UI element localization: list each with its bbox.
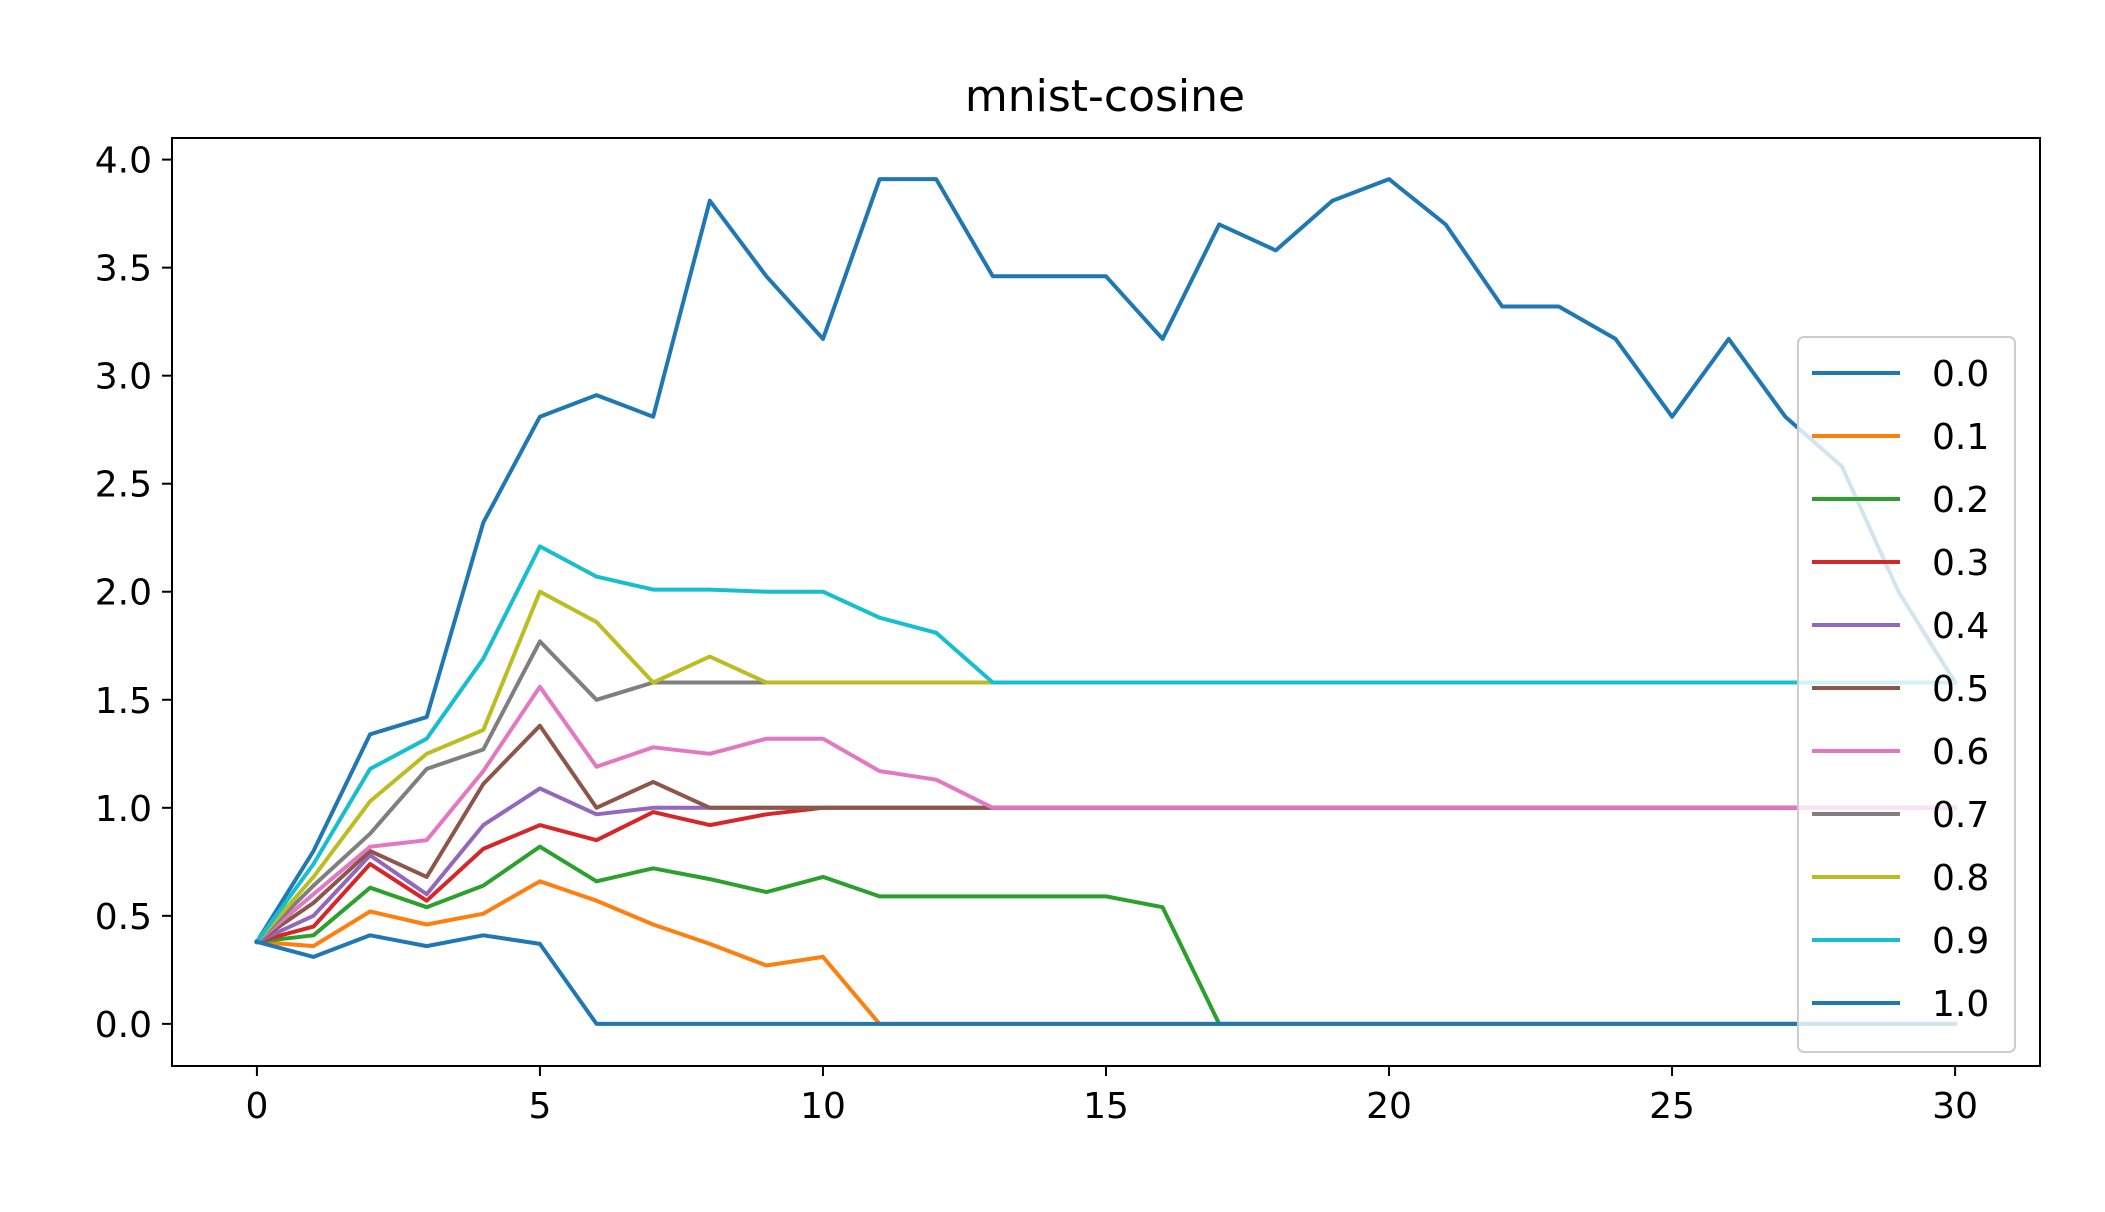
chart-title: mnist-cosine: [965, 71, 1245, 122]
series-line-0-9: [254, 544, 1958, 945]
legend-label: 0.5: [1932, 669, 1989, 710]
legend-label: 1.0: [1932, 984, 1989, 1025]
legend-label: 0.4: [1932, 606, 1989, 647]
legend-label: 0.2: [1932, 480, 1989, 521]
series-line-1-0: [254, 933, 1958, 1026]
y-tick-label: 2.5: [95, 465, 152, 506]
x-tick-label: 25: [1649, 1086, 1695, 1127]
legend-label: 0.9: [1932, 921, 1989, 962]
legend-label: 0.6: [1932, 732, 1989, 773]
x-tick-label: 10: [800, 1086, 846, 1127]
legend-label: 0.7: [1932, 795, 1989, 836]
x-tick-label: 5: [528, 1086, 551, 1127]
x-tick-label: 15: [1083, 1086, 1129, 1127]
series-line-0-1: [254, 879, 1958, 1026]
series-line-0-6: [254, 684, 1958, 945]
x-tick-label: 0: [245, 1086, 268, 1127]
legend-label: 0.1: [1932, 417, 1989, 458]
y-tick-label: 0.0: [95, 1005, 152, 1046]
y-tick-label: 4.0: [95, 141, 152, 182]
series-line-0-2: [254, 844, 1958, 1026]
legend-label: 0.3: [1932, 543, 1989, 584]
series-line-0-5: [254, 723, 1958, 945]
axes-frame: [171, 137, 2041, 1067]
y-tick-label: 2.0: [95, 573, 152, 614]
y-tick-label: 0.5: [95, 897, 152, 938]
legend-label: 0.0: [1932, 354, 1989, 395]
legend-label: 0.8: [1932, 858, 1989, 899]
x-tick-label: 30: [1932, 1086, 1978, 1127]
axes: 0 5 10 15 20 25 30 0.0 0.5 1.0 1.5 2.0 2.5 3.0 3.5 4.0: [95, 141, 1978, 1127]
x-tick-label: 20: [1366, 1086, 1412, 1127]
legend: 0.0 0.1 0.2 0.3 0.4 0.5 0.6 0.7 0.8 0.9 1.0: [1797, 336, 2016, 1053]
series-line-0-0: [254, 177, 1958, 945]
y-tick-label: 1.0: [95, 789, 152, 830]
legend-box: [1797, 336, 2016, 1053]
y-tick-label: 1.5: [95, 681, 152, 722]
y-tick-label: 3.5: [95, 249, 152, 290]
series-line-0-8: [254, 589, 1958, 945]
plot-frame: [171, 137, 2041, 1067]
series-line-0-3: [254, 805, 1958, 945]
series-lines: [254, 177, 1958, 1026]
y-tick-label: 3.0: [95, 357, 152, 398]
